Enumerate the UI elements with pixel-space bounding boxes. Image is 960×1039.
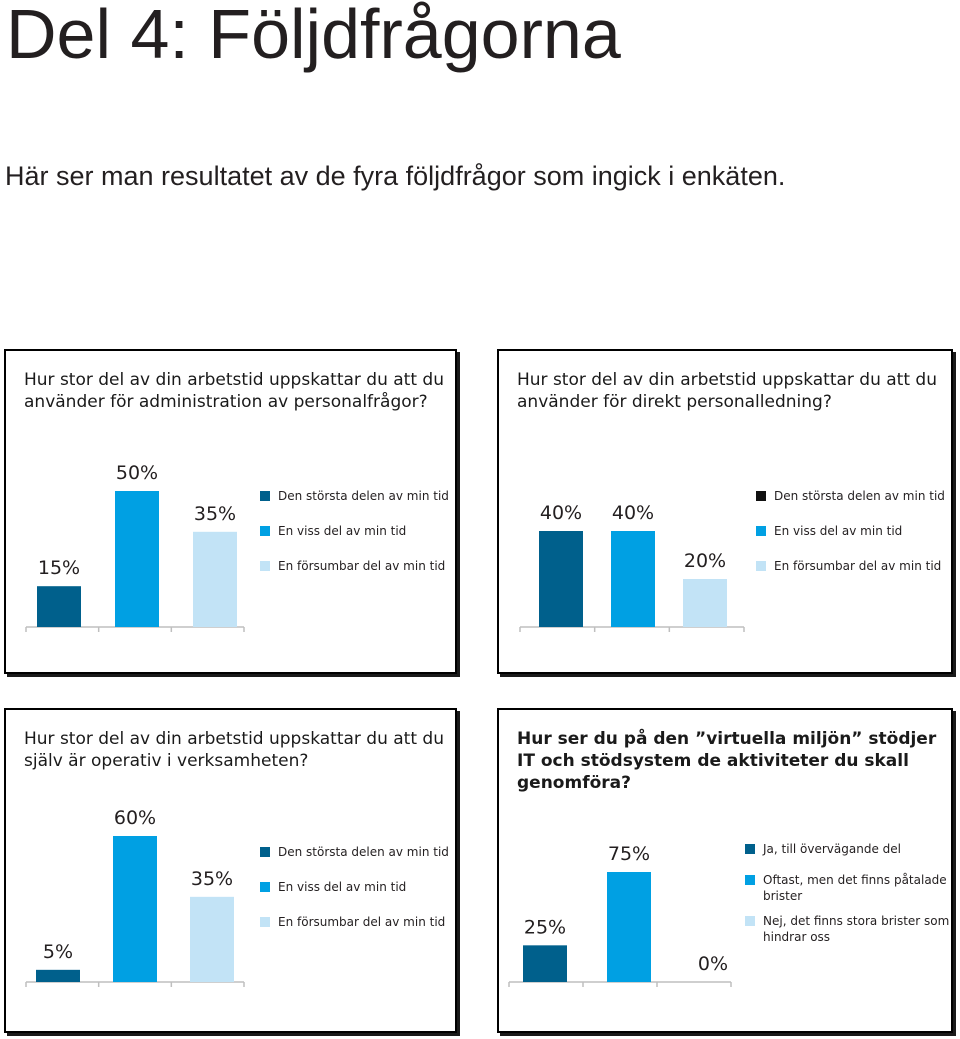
chart-legend: Den största delen av min tid En viss del … xyxy=(260,844,450,954)
bar-1 xyxy=(523,945,567,982)
data-label-2: 60% xyxy=(114,807,156,829)
legend-swatch xyxy=(745,844,755,854)
legend-swatch xyxy=(260,847,270,857)
page-title: Del 4: Följdfrågorna xyxy=(6,0,621,73)
data-label-3: 0% xyxy=(698,953,728,975)
bar-2 xyxy=(113,836,157,982)
data-label-2: 40% xyxy=(612,502,654,524)
data-label-1: 40% xyxy=(540,502,582,524)
data-label-3: 35% xyxy=(191,868,233,890)
chart-title: Hur stor del av din arbetstid uppskattar… xyxy=(517,370,937,412)
legend-label: Nej, det finns stora brister som hindrar… xyxy=(763,914,950,944)
legend-swatch xyxy=(260,491,270,501)
legend-label: Den största delen av min tid xyxy=(278,845,449,859)
bar-chart: 40% 40% 20% xyxy=(519,502,745,632)
data-label-3: 20% xyxy=(684,550,726,572)
legend-label: En viss del av min tid xyxy=(278,524,407,538)
legend-swatch xyxy=(756,561,766,571)
data-label-1: 25% xyxy=(524,916,566,938)
legend-label: En försumbar del av min tid xyxy=(278,915,446,929)
bar-3 xyxy=(190,896,234,982)
chart-panel-virtuella-miljon: Hur ser du på den ”virtuella miljön” stö… xyxy=(497,708,953,1033)
legend-label: Ja, till övervägande del xyxy=(763,842,901,856)
legend-swatch xyxy=(745,916,755,926)
chart-panel-personalledning: Hur stor del av din arbetstid uppskattar… xyxy=(497,349,953,674)
chart-title: Hur stor del av din arbetstid uppskattar… xyxy=(24,729,444,771)
bar-1 xyxy=(37,586,81,627)
bar-2 xyxy=(115,491,159,627)
bar-3 xyxy=(193,531,237,627)
legend-swatch xyxy=(756,526,766,536)
bar-2 xyxy=(607,872,651,982)
bar-2 xyxy=(611,531,655,627)
legend-label: Oftast, men det finns påtalade brister xyxy=(763,873,947,903)
chart-panel-operativ: Hur stor del av din arbetstid uppskattar… xyxy=(4,708,457,1033)
legend-label: En viss del av min tid xyxy=(774,524,903,538)
data-label-3: 35% xyxy=(194,503,236,525)
chart-panel-administration: Hur stor del av din arbetstid uppskattar… xyxy=(4,349,457,674)
chart-legend: Ja, till övervägande del Oftast, men det … xyxy=(745,841,950,971)
legend-label: En försumbar del av min tid xyxy=(774,559,942,573)
bar-chart: 5% 60% 35% xyxy=(25,807,245,987)
data-label-2: 50% xyxy=(116,462,158,484)
legend-swatch xyxy=(260,882,270,892)
data-label-1: 5% xyxy=(43,941,73,963)
legend-label: En försumbar del av min tid xyxy=(278,559,446,573)
data-label-1: 15% xyxy=(38,557,80,579)
legend-swatch xyxy=(745,875,755,885)
page-subtitle: Här ser man resultatet av de fyra följdf… xyxy=(5,161,786,191)
chart-legend: Den största delen av min tid En viss del … xyxy=(756,488,946,598)
bar-chart: 15% 50% 35% xyxy=(25,462,245,632)
chart-legend: Den största delen av min tid En viss del … xyxy=(260,488,450,598)
bar-chart: 25% 75% 0% xyxy=(508,843,732,987)
chart-title: Hur stor del av din arbetstid uppskattar… xyxy=(24,370,444,412)
legend-swatch xyxy=(260,526,270,536)
legend-label: Den största delen av min tid xyxy=(278,489,449,503)
legend-label: En viss del av min tid xyxy=(278,880,407,894)
legend-swatch xyxy=(260,561,270,571)
bar-1 xyxy=(36,969,80,982)
data-label-2: 75% xyxy=(608,843,650,865)
bar-3 xyxy=(683,579,727,627)
legend-label: Den största delen av min tid xyxy=(774,489,945,503)
legend-swatch xyxy=(260,917,270,927)
legend-swatch xyxy=(756,491,766,501)
bar-1 xyxy=(539,531,583,627)
chart-title: Hur ser du på den ”virtuella miljön” stö… xyxy=(517,729,937,793)
